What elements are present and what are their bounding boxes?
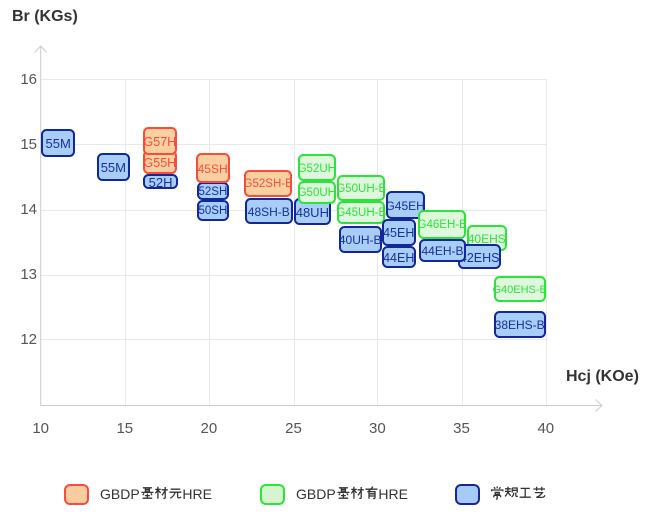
svg-text:HRE: HRE <box>378 486 408 502</box>
svg-text:HRE: HRE <box>182 486 212 502</box>
svg-text:GBDP: GBDP <box>100 486 140 502</box>
svg-text:GBDP: GBDP <box>296 486 336 502</box>
